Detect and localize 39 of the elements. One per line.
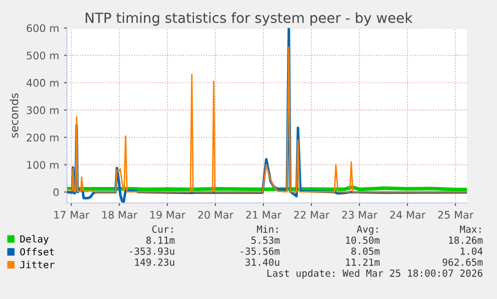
x-tick-label: 24 Mar (390, 210, 426, 219)
text: 962.65m (442, 258, 483, 266)
text: 1.04 (460, 247, 483, 255)
x-tick-label: 22 Mar (294, 210, 330, 219)
text: 8.11m (146, 236, 175, 244)
legend-label: Delay (20, 235, 49, 244)
y-tick-label: 500 m (26, 52, 58, 60)
text: Min: (256, 225, 278, 233)
x-tick-label: 20 Mar (198, 210, 234, 219)
text: Max: (460, 226, 481, 233)
x-tick-label: 19 Mar (150, 210, 186, 219)
x-tick-label: 23 Mar (342, 210, 378, 219)
y-tick-label: 100 m (27, 160, 58, 169)
text: 149.23u (135, 258, 174, 266)
x-tick-label: 25 Mar (438, 210, 474, 219)
text: 8.05m (351, 247, 380, 255)
text: 18.26m (449, 236, 483, 244)
x-tick-label: 18 Mar (102, 210, 138, 219)
chart-title: NTP timing statistics for system peer - by week (86, 12, 413, 26)
legend-label: Offset (20, 248, 54, 256)
y-tick-label: 0 (53, 188, 59, 196)
text: Cur: (152, 225, 173, 233)
y-tick-label: 300 m (26, 106, 58, 114)
y-tick-label: 600 m (26, 24, 58, 32)
text: 11.21m (346, 258, 380, 266)
text: 10.50m (346, 236, 380, 244)
y-tick-label: 400 m (26, 78, 58, 87)
text: 5.53m (251, 236, 280, 244)
text: Last update: Wed Mar 25 18:00:07 2026 (267, 269, 482, 279)
legend-label: Jitter (20, 260, 54, 268)
y-axis-title: seconds (10, 93, 18, 138)
y-tick-label: 200 m (26, 134, 58, 142)
x-tick-label: 21 Mar (246, 210, 282, 219)
text: Avg: (356, 226, 378, 235)
text: -353.93u (130, 247, 174, 255)
line-series (67, 46, 467, 192)
x-tick-label: 17 Mar (54, 210, 90, 219)
text: -35.56m (240, 247, 280, 255)
text: 31.40u (246, 258, 280, 266)
